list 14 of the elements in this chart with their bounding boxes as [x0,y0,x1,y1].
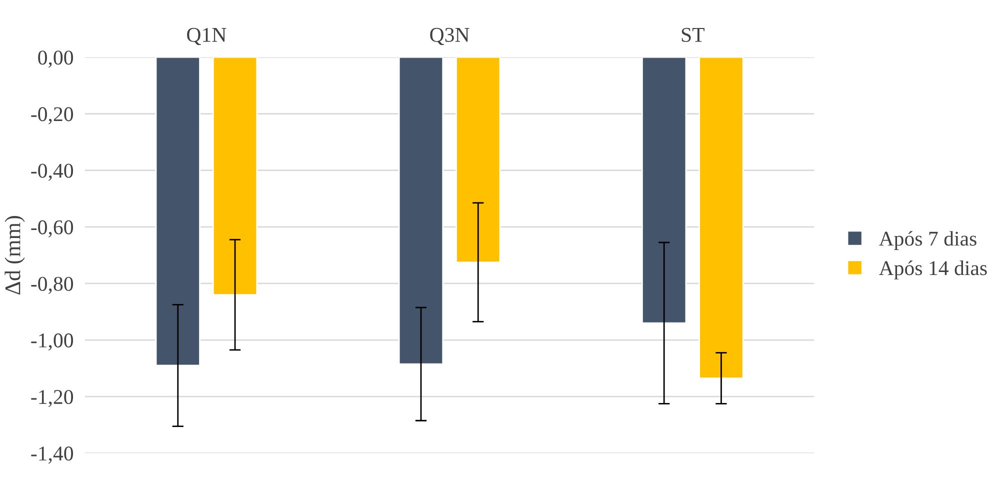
x-tick-label: Q1N [187,28,226,46]
y-tick-label: -1,20 [31,390,74,408]
y-tick-label: -0,40 [31,164,74,181]
legend-label: Após 7 dias [878,231,976,250]
y-tick-label: -1,00 [31,333,74,350]
x-tick-label: ST [682,28,704,42]
legend-label: Após 14 dias [878,260,987,280]
y-axis-title: Δd (mm) [4,216,25,295]
y-tick-label: -0,80 [31,276,74,294]
y-tick-label: -1,40 [31,446,74,464]
y-tick-label: -0,60 [31,220,74,238]
x-tick-label: Q3N [430,28,470,46]
y-tick-label: 0,00 [38,50,74,68]
y-tick-label: -0,20 [31,107,74,124]
